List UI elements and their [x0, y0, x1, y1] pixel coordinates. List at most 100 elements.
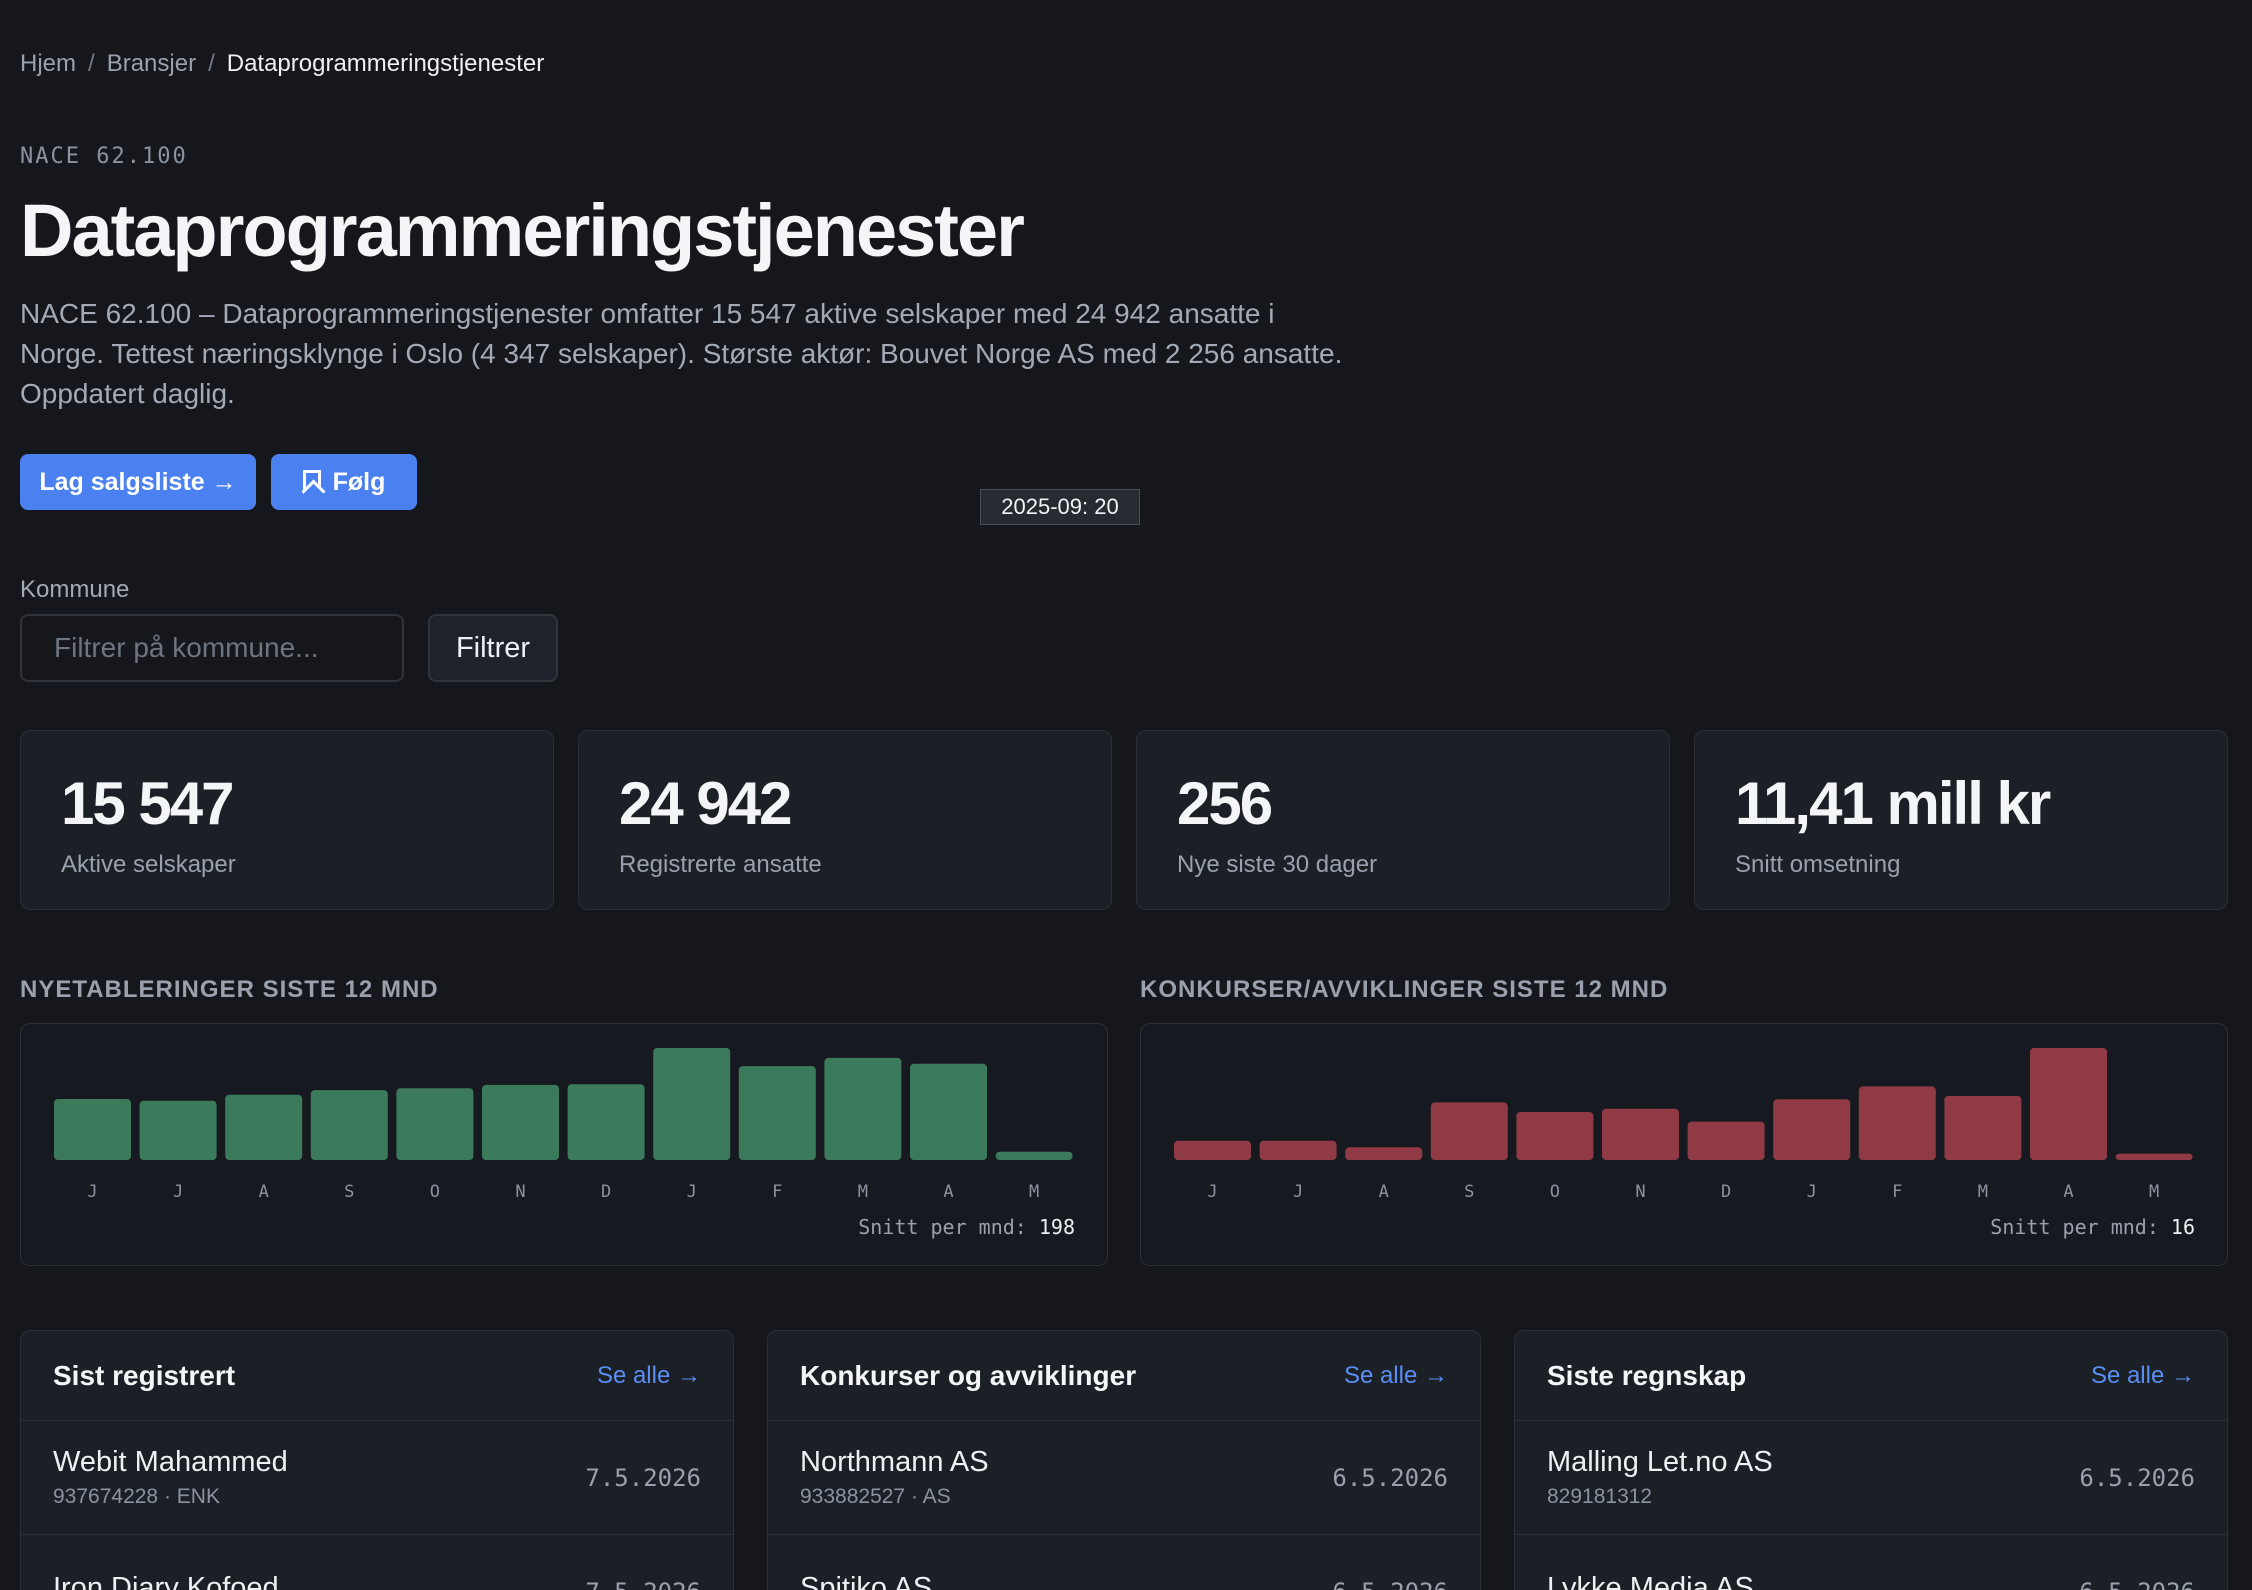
- panel-header: Siste regnskap Se alle →: [1515, 1331, 2227, 1421]
- bar-11[interactable]: [2115, 1153, 2193, 1160]
- bar-10[interactable]: [910, 1063, 987, 1160]
- x-tick-label: M: [1978, 1182, 1988, 1202]
- company-date: 7.5.2026: [585, 1463, 701, 1492]
- bar-3[interactable]: [310, 1090, 388, 1160]
- stat-card-employees: 24 942 Registrerte ansatte: [578, 730, 1112, 910]
- see-all-link[interactable]: Se alle →: [2090, 1361, 2195, 1389]
- create-sales-list-label: Lag salgsliste →: [39, 467, 237, 496]
- bankruptcies-heading: KONKURSER/AVVIKLINGER SISTE 12 MND: [1140, 976, 1669, 1003]
- see-all-link[interactable]: Se alle →: [1343, 1361, 1448, 1389]
- bar-1[interactable]: [1259, 1140, 1337, 1160]
- bar-8[interactable]: [738, 1066, 816, 1160]
- company-name: Malling Let.no AS: [1547, 1446, 1773, 1478]
- x-tick-label: F: [1892, 1182, 1902, 1202]
- bar-5[interactable]: [482, 1084, 559, 1160]
- company-date: 7.5.2026: [585, 1578, 701, 1590]
- breadcrumb-separator: /: [208, 50, 215, 77]
- x-tick-label: O: [1550, 1182, 1560, 1202]
- bookmark-icon: [302, 470, 321, 494]
- list-item[interactable]: Lykke Media AS 6.5.2026: [1515, 1535, 2227, 1590]
- bar-9[interactable]: [1944, 1096, 2022, 1160]
- bar-2[interactable]: [1345, 1147, 1423, 1160]
- stat-card-avg-revenue: 11,41 mill kr Snitt omsetning: [1694, 730, 2228, 910]
- x-tick-label: A: [2063, 1182, 2073, 1202]
- follow-label: Følg: [332, 467, 386, 496]
- bar-11[interactable]: [995, 1151, 1073, 1160]
- company-name: Lykke Media AS: [1547, 1572, 1754, 1590]
- new-companies-average: Snitt per mnd: 198: [858, 1215, 1075, 1239]
- see-all-link[interactable]: Se alle →: [596, 1361, 701, 1389]
- x-tick-label: D: [601, 1182, 611, 1202]
- panel-title: Sist registrert: [53, 1359, 236, 1391]
- panel-title: Konkurser og avviklinger: [800, 1359, 1137, 1391]
- filter-button[interactable]: Filtrer: [428, 614, 558, 682]
- list-item[interactable]: Webit Mahammed 937674228 · ENK 7.5.2026: [21, 1421, 733, 1535]
- x-tick-label: O: [430, 1182, 440, 1202]
- bankruptcies-average: Snitt per mnd: 16: [1990, 1215, 2195, 1239]
- bar-3[interactable]: [1430, 1102, 1508, 1160]
- panel-title: Siste regnskap: [1547, 1359, 1747, 1391]
- x-tick-label: F: [772, 1182, 782, 1202]
- stat-value: 11,41 mill kr: [1735, 770, 2051, 837]
- company-meta: 937674228 · ENK: [53, 1485, 220, 1508]
- company-date: 6.5.2026: [1332, 1578, 1448, 1590]
- bar-6[interactable]: [567, 1084, 645, 1160]
- new-companies-chart: J J A S O N D J F M A M Snitt per mnd: 198: [20, 1023, 1108, 1266]
- stat-label: Snitt omsetning: [1735, 851, 1901, 878]
- bar-6[interactable]: [1687, 1121, 1765, 1160]
- bar-4[interactable]: [396, 1088, 474, 1160]
- x-tick-label: J: [87, 1182, 97, 1202]
- x-tick-label: J: [1293, 1182, 1303, 1202]
- list-item[interactable]: Northmann AS 933882527 · AS 6.5.2026: [768, 1421, 1480, 1535]
- x-tick-label: J: [173, 1182, 183, 1202]
- follow-button[interactable]: Følg: [271, 454, 417, 510]
- bar-8[interactable]: [1858, 1086, 1936, 1160]
- panel-header: Sist registrert Se alle →: [21, 1331, 733, 1421]
- bar-7[interactable]: [653, 1048, 731, 1160]
- panel-header: Konkurser og avviklinger Se alle →: [768, 1331, 1480, 1421]
- company-date: 6.5.2026: [1332, 1463, 1448, 1492]
- company-name: Northmann AS: [800, 1446, 989, 1478]
- bar-7[interactable]: [1773, 1099, 1851, 1160]
- company-name: Webit Mahammed: [53, 1446, 288, 1478]
- x-tick-label: D: [1721, 1182, 1731, 1202]
- bar-4[interactable]: [1516, 1112, 1594, 1160]
- panel-latest-accounts: Siste regnskap Se alle → Malling Let.no …: [1514, 1330, 2228, 1590]
- x-tick-label: N: [1635, 1182, 1645, 1202]
- breadcrumb-bransjer[interactable]: Bransjer: [106, 50, 197, 77]
- bar-0[interactable]: [1174, 1140, 1251, 1160]
- breadcrumb-current: Dataprogrammeringstjenester: [226, 50, 545, 77]
- bar-0[interactable]: [54, 1099, 131, 1160]
- x-tick-label: N: [515, 1182, 525, 1202]
- bar-5[interactable]: [1602, 1108, 1679, 1160]
- panel-recently-registered: Sist registrert Se alle → Webit Mahammed…: [20, 1330, 734, 1590]
- bar-9[interactable]: [824, 1057, 902, 1160]
- bar-10[interactable]: [2030, 1048, 2107, 1160]
- company-name: Iron Diary Kofoed: [53, 1572, 279, 1590]
- kommune-label: Kommune: [20, 576, 130, 603]
- stat-label: Nye siste 30 dager: [1177, 851, 1378, 878]
- new-companies-heading: NYETABLERINGER SISTE 12 MND: [20, 976, 439, 1003]
- bar-1[interactable]: [139, 1100, 217, 1160]
- list-item[interactable]: Spitiko AS 6.5.2026: [768, 1535, 1480, 1590]
- list-item[interactable]: Malling Let.no AS 829181312 6.5.2026: [1515, 1421, 2227, 1535]
- x-tick-label: M: [2149, 1182, 2159, 1202]
- average-label: Snitt per mnd:: [858, 1215, 1027, 1239]
- bar-2[interactable]: [225, 1094, 303, 1160]
- create-sales-list-button[interactable]: Lag salgsliste →: [20, 454, 256, 510]
- list-item[interactable]: Iron Diary Kofoed 7.5.2026: [21, 1535, 733, 1590]
- company-date: 6.5.2026: [2079, 1463, 2195, 1492]
- x-tick-label: S: [344, 1182, 354, 1202]
- kommune-filter-input[interactable]: [20, 614, 404, 682]
- x-tick-label: J: [687, 1182, 697, 1202]
- stat-card-active-companies: 15 547 Aktive selskaper: [20, 730, 554, 910]
- stat-card-new-30-days: 256 Nye siste 30 dager: [1136, 730, 1670, 910]
- bankruptcies-chart: J J A S O N D J F M A M Snitt per mnd: 16: [1140, 1023, 2228, 1266]
- x-tick-label: J: [1807, 1182, 1817, 1202]
- x-tick-label: J: [1207, 1182, 1217, 1202]
- average-label: Snitt per mnd:: [1990, 1215, 2159, 1239]
- chart-tooltip: 2025-09: 20: [980, 489, 1140, 525]
- company-meta: 933882527 · AS: [800, 1485, 951, 1508]
- breadcrumb-home[interactable]: Hjem: [20, 50, 77, 77]
